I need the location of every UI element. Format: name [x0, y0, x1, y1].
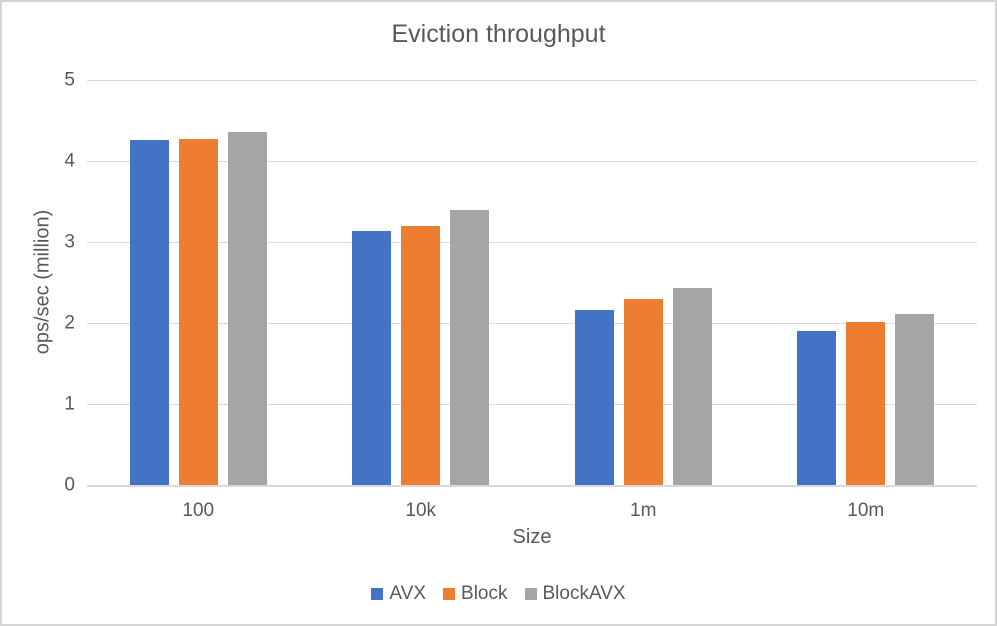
- gridline-5: [87, 80, 977, 81]
- legend-swatch-blockavx: [524, 588, 537, 600]
- x-tick-label-10k: 10k: [405, 500, 437, 521]
- x-tick-label-100: 100: [182, 500, 215, 521]
- bar-block-100: [178, 139, 218, 485]
- bar-blockavx-100: [227, 131, 267, 485]
- y-tick-label-1: 1: [64, 393, 75, 415]
- y-tick-label-3: 3: [64, 231, 75, 253]
- x-tick-label-1m: 1m: [630, 500, 657, 521]
- legend-item-blockavx: BlockAVX: [524, 583, 626, 605]
- bar-block-1m: [623, 298, 663, 485]
- bar-blockavx-10m: [895, 314, 935, 485]
- legend-item-avx: AVX: [371, 583, 426, 605]
- x-tick-label-10m: 10m: [847, 500, 885, 521]
- legend-label-avx: AVX: [389, 583, 427, 604]
- bar-avx-10k: [352, 230, 392, 485]
- legend-label-block: Block: [461, 583, 508, 604]
- x-axis-tick-labels: 100 10k 1m 10m: [87, 499, 977, 523]
- bar-blockavx-10k: [450, 210, 490, 485]
- bar-avx-100: [129, 139, 169, 485]
- chart-title: Eviction throughput: [391, 20, 606, 48]
- y-tick-label-0: 0: [64, 474, 75, 496]
- legend-swatch-avx: [371, 588, 384, 600]
- gridline-2: [87, 323, 977, 324]
- y-axis-tick-labels: 0 1 2 3 4 5: [2, 71, 75, 495]
- bar-block-10k: [401, 225, 441, 485]
- y-tick-label-5: 5: [64, 69, 75, 91]
- legend: AVX Block BlockAVX: [2, 582, 995, 606]
- y-tick-label-4: 4: [64, 150, 75, 172]
- bar-avx-1m: [574, 310, 614, 485]
- plot-area: [87, 80, 977, 487]
- gridline-3: [87, 242, 977, 243]
- bar-blockavx-1m: [672, 288, 712, 485]
- bar-block-10m: [846, 322, 886, 485]
- legend-swatch-block: [443, 588, 456, 600]
- legend-item-block: Block: [443, 583, 508, 605]
- gridline-4: [87, 161, 977, 162]
- legend-label-blockavx: BlockAVX: [542, 583, 626, 604]
- y-tick-label-2: 2: [64, 312, 75, 334]
- x-axis-line: [87, 485, 977, 487]
- bar-avx-10m: [797, 331, 837, 485]
- x-axis-title: Size: [512, 526, 552, 548]
- gridline-1: [87, 404, 977, 405]
